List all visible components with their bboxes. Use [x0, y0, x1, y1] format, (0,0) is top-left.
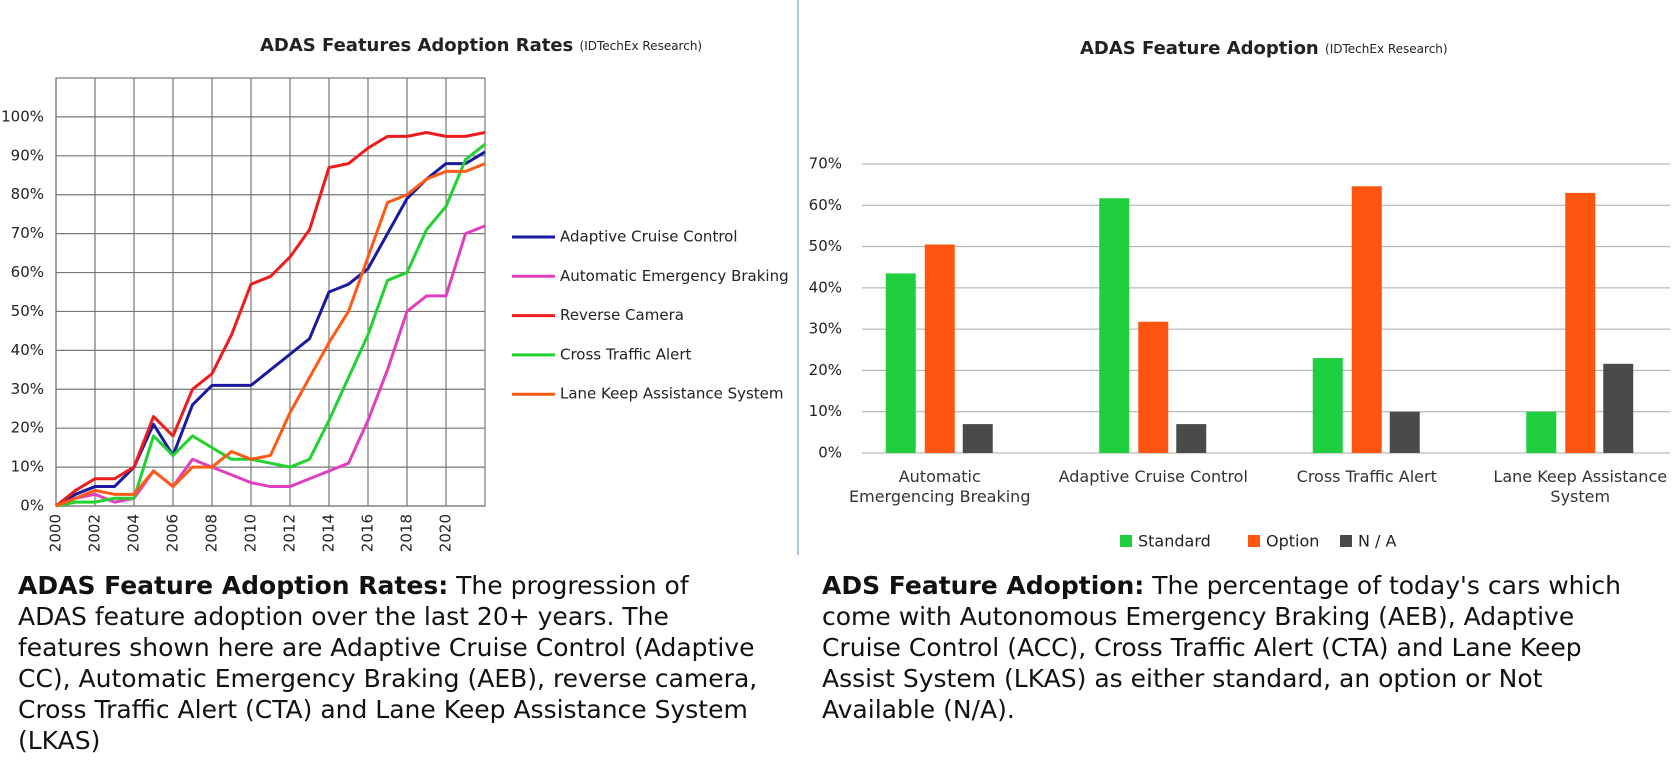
legend-label: Automatic Emergency Braking	[560, 267, 789, 285]
legend-label: Lane Keep Assistance System	[560, 385, 784, 403]
bar	[1526, 411, 1557, 453]
y-tick-label: 40%	[809, 278, 842, 296]
x-tick-label: Lane Keep Assistance System	[1493, 467, 1668, 506]
y-tick-label: 40%	[11, 341, 44, 359]
legend-label: Standard	[1138, 532, 1211, 551]
x-tick-label: 2006	[164, 514, 182, 552]
y-tick-label: 10%	[11, 458, 44, 476]
legend-label: N / A	[1358, 532, 1397, 551]
x-tick-label: 2000	[47, 514, 65, 552]
legend-label: Reverse Camera	[560, 306, 684, 324]
bar	[1138, 321, 1169, 453]
x-tick-label: Adaptive Cruise Control	[1058, 467, 1248, 486]
y-tick-label: 30%	[11, 380, 44, 398]
bar	[962, 424, 993, 453]
subtitle: (IDTechEx Research)	[1325, 42, 1448, 56]
series-line	[55, 162, 486, 508]
y-tick-label: 50%	[809, 237, 842, 255]
legend-swatch	[1248, 535, 1260, 547]
caption-text: The percentage of today's cars which com…	[822, 571, 1622, 724]
series-line	[55, 142, 486, 508]
y-tick-label: 10%	[809, 402, 842, 420]
subtitle: (IDTechEx Research)	[580, 39, 703, 53]
series-line	[55, 150, 486, 508]
y-tick-label: 80%	[11, 185, 44, 203]
bar	[1312, 358, 1343, 453]
y-tick-label: 20%	[809, 361, 842, 379]
caption-heading: ADS Feature Adoption:	[822, 571, 1145, 600]
series-line	[55, 130, 486, 508]
y-tick-label: 70%	[11, 224, 44, 242]
legend-label: Cross Traffic Alert	[560, 345, 692, 363]
x-tick-label: 2012	[281, 514, 299, 552]
caption: ADAS Feature Adoption Rates: The progres…	[18, 570, 758, 756]
x-tick-label: 2010	[242, 514, 260, 552]
caption-heading: ADAS Feature Adoption Rates:	[18, 571, 449, 600]
legend-label: Option	[1266, 532, 1319, 551]
bar	[885, 273, 916, 453]
title-text: ADAS Feature Adoption	[1080, 38, 1319, 59]
x-tick-label: 2018	[398, 514, 416, 552]
y-tick-label: 20%	[11, 419, 44, 437]
legend-swatch	[1120, 535, 1132, 547]
y-tick-label: 60%	[11, 263, 44, 281]
y-tick-label: 90%	[11, 146, 44, 164]
bar	[924, 244, 955, 453]
chart-title: ADAS Features Adoption Rates (IDTechEx R…	[260, 35, 702, 56]
title-text: ADAS Features Adoption Rates	[260, 35, 573, 56]
y-tick-label: 0%	[818, 444, 842, 462]
x-tick-label: 2004	[125, 514, 143, 552]
y-tick-label: 60%	[809, 196, 842, 214]
legend-label: Adaptive Cruise Control	[560, 228, 738, 246]
y-tick-label: 30%	[809, 320, 842, 338]
bar	[1389, 411, 1420, 453]
x-tick-label: 2002	[86, 514, 104, 552]
chart-title: ADAS Feature Adoption (IDTechEx Research…	[1080, 38, 1448, 59]
x-tick-label: 2020	[437, 514, 455, 552]
x-tick-label: 2014	[320, 514, 338, 552]
bar	[1565, 192, 1596, 453]
bar	[1603, 363, 1634, 453]
x-tick-label: Automatic Emergencing Breaking	[849, 467, 1031, 506]
y-tick-label: 100%	[1, 107, 44, 125]
y-tick-label: 70%	[809, 155, 842, 173]
plot-frame	[55, 77, 486, 507]
y-tick-label: 0%	[20, 497, 44, 515]
bar	[1176, 424, 1207, 453]
legend-swatch	[1340, 535, 1352, 547]
y-tick-label: 50%	[11, 302, 44, 320]
caption-text: The progression of ADAS feature adoption…	[18, 571, 758, 755]
bar	[1099, 198, 1130, 453]
x-tick-label: Cross Traffic Alert	[1296, 467, 1437, 486]
x-tick-label: 2016	[359, 514, 377, 552]
x-tick-label: 2008	[203, 514, 221, 552]
bar	[1351, 186, 1382, 453]
caption: ADS Feature Adoption: The percentage of …	[822, 570, 1622, 725]
